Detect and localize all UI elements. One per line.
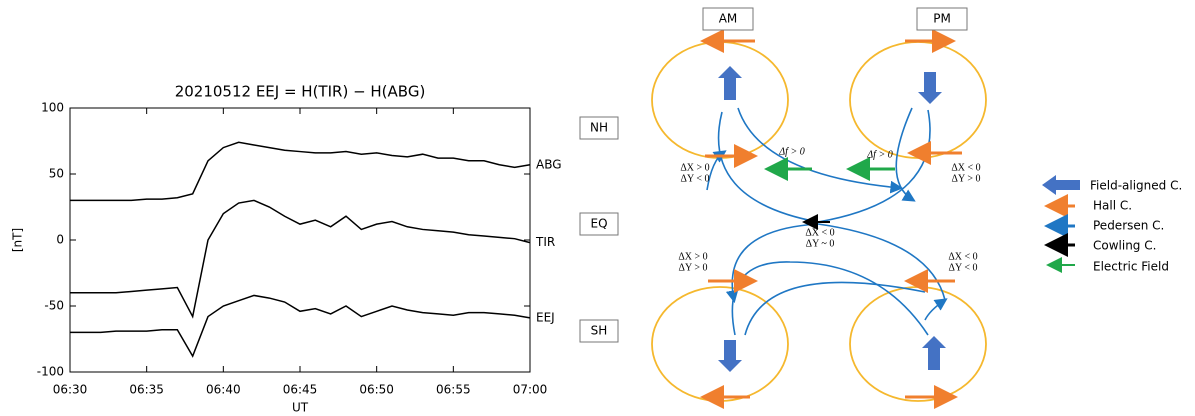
ellipse [849, 286, 987, 402]
hall-arrows [700, 29, 962, 409]
y-tick-label: -100 [37, 365, 64, 379]
delta-label: ΔY > 0 [679, 262, 708, 273]
series-label: ABG [536, 157, 562, 171]
x-tick-label: 06:55 [436, 383, 471, 397]
series-line [70, 199, 531, 319]
x-tick-label: 07:00 [513, 383, 548, 397]
legend: Field-aligned C. Hall C. Pedersen C. Cow… [1042, 175, 1182, 274]
box [702, 7, 754, 31]
box [579, 116, 619, 140]
delta-label: ΔY < 0 [681, 173, 710, 184]
legend-label: Hall C. [1093, 199, 1132, 213]
delta-label: ΔY > 0 [952, 173, 981, 184]
plot-frame [69, 107, 531, 373]
field-label: Δf > 0 [778, 146, 804, 157]
series-label: TIR [535, 235, 555, 249]
y-axis-label: [nT] [11, 228, 25, 252]
legend-label: Pedersen C. [1093, 219, 1164, 233]
box-label: SH [591, 324, 608, 338]
box [579, 212, 619, 236]
box-label: AM [719, 12, 738, 26]
x-tick-label: 06:30 [53, 383, 88, 397]
delta-label: ΔX < 0 [948, 251, 977, 262]
delta-label: ΔY ~ 0 [806, 238, 835, 249]
series-line [70, 141, 531, 202]
pedersen-currents [706, 107, 948, 336]
diagram: AM PM NH EQ SH Δf > 0 Δf > 0 ΔX > 0 ΔY <… [579, 7, 1182, 409]
x-tick-label: 06:45 [283, 383, 318, 397]
line-chart: 20210512 EEJ = H(TIR) − H(ABG) UT [nT] -… [11, 83, 562, 415]
legend-label: Electric Field [1093, 260, 1169, 274]
ellipse [849, 41, 987, 159]
field-aligned-arrows [718, 66, 946, 372]
box-label: PM [933, 12, 951, 26]
delta-label: ΔX > 0 [678, 251, 707, 262]
delta-label: ΔX < 0 [951, 162, 980, 173]
y-tick-label: 0 [56, 233, 64, 247]
box-label: NH [590, 121, 608, 135]
box [916, 7, 968, 31]
ellipse [651, 41, 789, 159]
delta-label: ΔX < 0 [805, 227, 834, 238]
x-tick-label: 06:35 [129, 383, 164, 397]
ellipse [651, 286, 789, 402]
legend-label: Field-aligned C. [1090, 179, 1182, 193]
field-label: Δf > 0 [866, 149, 892, 160]
x-tick-label: 06:50 [359, 383, 394, 397]
delta-label: ΔX > 0 [680, 162, 709, 173]
box [579, 319, 619, 343]
legend-label: Cowling C. [1093, 239, 1156, 253]
y-tick-label: 100 [41, 101, 64, 115]
chart-title: 20210512 EEJ = H(TIR) − H(ABG) [175, 83, 426, 101]
x-axis-label: UT [292, 401, 309, 415]
box-label: EQ [590, 217, 607, 231]
series-line [70, 294, 531, 358]
x-tick-label: 06:40 [206, 383, 241, 397]
delta-label: ΔY < 0 [949, 262, 978, 273]
series-label: EEJ [536, 310, 555, 324]
y-tick-label: 50 [49, 167, 64, 181]
y-tick-label: -50 [44, 299, 64, 313]
